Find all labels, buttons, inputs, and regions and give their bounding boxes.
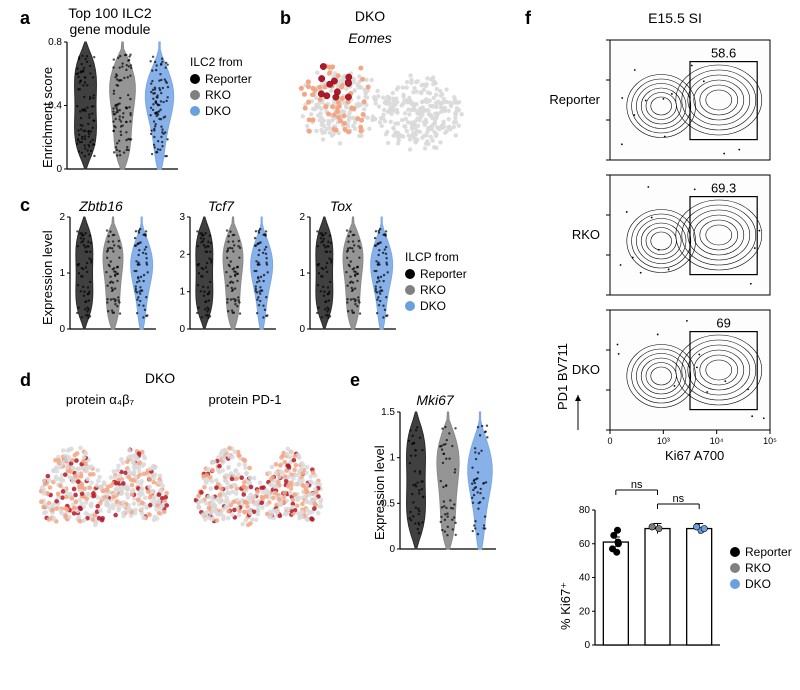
- panel-c-plot-1: 0123: [168, 215, 278, 335]
- svg-text:69: 69: [716, 316, 730, 331]
- svg-text:1: 1: [299, 268, 305, 279]
- svg-text:60: 60: [579, 539, 591, 550]
- panel-c-gene-0: Zbtb16: [56, 198, 146, 214]
- panel-b-gene: Eomes: [330, 30, 410, 46]
- panel-f-barchart: 0 20 40 60 80 ns ns: [565, 480, 725, 660]
- panel-d-title: DKO: [120, 370, 200, 386]
- svg-text:10³: 10³: [657, 436, 670, 446]
- panel-f-yaxis: PD1 BV711: [555, 343, 570, 410]
- panel-e-plot: 0 0.5 1 1.5: [378, 410, 498, 555]
- panel-e-gene: Mki67: [395, 392, 475, 408]
- panel-a-title: Top 100 ILC2 gene module: [50, 5, 170, 37]
- svg-text:0: 0: [607, 436, 612, 446]
- panel-c-plot-2: 012: [288, 215, 398, 335]
- svg-text:1: 1: [59, 268, 65, 279]
- svg-text:ns: ns: [631, 479, 643, 491]
- panel-c-gene-1: Tcf7: [176, 198, 266, 214]
- figure-root: a Top 100 ILC2 gene module 00.40.8 Enric…: [0, 0, 800, 690]
- svg-text:0: 0: [59, 324, 65, 335]
- svg-text:1: 1: [389, 453, 395, 464]
- panel-a-plot: 00.40.8: [45, 40, 180, 175]
- svg-text:2: 2: [179, 249, 185, 260]
- panel-b-title: DKO: [330, 8, 410, 24]
- panel-a-legend-title: ILC2 from: [190, 55, 252, 69]
- panel-a-ylabel: Enrichment score: [40, 67, 55, 168]
- svg-text:58.6: 58.6: [711, 46, 736, 61]
- svg-text:RKO: RKO: [572, 227, 600, 242]
- panel-d-sub-1: protein PD-1: [175, 392, 315, 407]
- panel-c-legend-title: ILCP from: [405, 250, 467, 264]
- panel-d-label: d: [20, 370, 31, 391]
- svg-text:Reporter: Reporter: [549, 92, 600, 107]
- panel-b-label: b: [280, 8, 291, 29]
- panel-e-label: e: [350, 370, 360, 391]
- svg-text:DKO: DKO: [572, 362, 600, 377]
- panel-f-facs: Reporter58.6RKO69.3DKO69010³10⁴10⁵: [555, 30, 780, 450]
- panel-c-legend: ILCP from ReporterRKODKO: [405, 250, 467, 315]
- panel-a-legend: ILC2 from ReporterRKODKO: [190, 55, 252, 120]
- svg-text:20: 20: [579, 606, 591, 617]
- svg-text:40: 40: [579, 573, 591, 584]
- panel-f-legend: ReporterRKODKO: [730, 545, 792, 593]
- svg-text:69.3: 69.3: [711, 181, 736, 196]
- panel-f-xaxis: Ki67 A700: [665, 448, 724, 463]
- panel-d-sub-0: protein α₄β₇: [30, 392, 170, 407]
- panel-d-plot-0: [25, 410, 180, 570]
- svg-text:0: 0: [299, 324, 305, 335]
- svg-text:1.5: 1.5: [381, 407, 395, 418]
- svg-text:0.5: 0.5: [381, 498, 395, 509]
- panel-d-plot-1: [180, 410, 335, 570]
- svg-text:1: 1: [179, 287, 185, 298]
- panel-f-title: E15.5 SI: [625, 10, 725, 26]
- panel-b-plot: [280, 45, 480, 180]
- svg-text:10⁵: 10⁵: [763, 436, 777, 446]
- svg-text:0: 0: [584, 640, 590, 651]
- panel-a-label: a: [20, 8, 30, 29]
- panel-c-label: c: [20, 195, 30, 216]
- panel-c-plot-0: 012: [48, 215, 158, 335]
- panel-c-gene-2: Tox: [296, 198, 386, 214]
- svg-text:0.8: 0.8: [48, 37, 62, 48]
- svg-text:0: 0: [56, 164, 62, 175]
- panel-f-label: f: [525, 8, 531, 29]
- svg-text:ns: ns: [673, 493, 685, 505]
- svg-text:10⁴: 10⁴: [710, 436, 724, 446]
- svg-text:0: 0: [389, 544, 395, 555]
- panel-f-bar-ylabel: % Ki67⁺: [558, 582, 574, 630]
- svg-text:0: 0: [179, 324, 185, 335]
- svg-text:80: 80: [579, 505, 591, 516]
